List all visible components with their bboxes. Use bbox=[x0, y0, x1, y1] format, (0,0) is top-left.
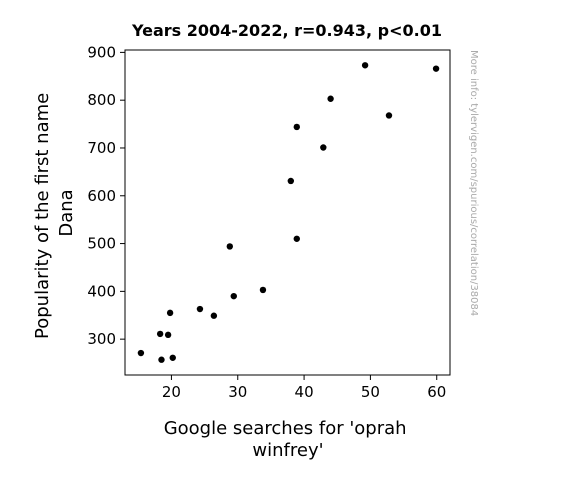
y-tick-label: 900 bbox=[87, 43, 116, 61]
y-tick-label: 400 bbox=[87, 282, 116, 300]
data-point bbox=[320, 144, 327, 151]
y-tick-label: 800 bbox=[87, 91, 116, 109]
data-point bbox=[287, 177, 295, 185]
y-tick-label: 500 bbox=[87, 235, 116, 253]
y-axis-label: Popularity of the first name Dana bbox=[32, 87, 77, 339]
y-axis-ticks: 300 400 500 600 700 800 900 bbox=[87, 43, 125, 348]
data-point bbox=[327, 95, 334, 102]
data-point bbox=[226, 243, 233, 250]
y-tick-label: 300 bbox=[87, 330, 116, 348]
data-point bbox=[166, 309, 174, 317]
y-tick-label: 700 bbox=[87, 139, 116, 157]
y-axis-label-line-1: Popularity of the first name bbox=[32, 93, 53, 339]
data-points bbox=[137, 62, 440, 363]
x-axis-ticks: 20 30 40 50 60 bbox=[162, 375, 446, 401]
data-point bbox=[137, 349, 145, 357]
plot-area-frame bbox=[124, 49, 451, 376]
data-point bbox=[432, 65, 440, 72]
x-axis-label: Google searches for 'oprah winfrey' bbox=[164, 418, 413, 461]
data-point bbox=[293, 235, 300, 242]
data-point bbox=[156, 330, 164, 338]
data-point bbox=[293, 123, 300, 131]
data-point bbox=[158, 356, 165, 363]
x-tick-label: 30 bbox=[228, 383, 247, 401]
y-tick-label: 600 bbox=[87, 187, 116, 205]
data-point bbox=[259, 286, 267, 294]
chart-title: Years 2004-2022, r=0.943, p<0.01 bbox=[131, 21, 442, 40]
data-point bbox=[361, 62, 369, 69]
x-axis-label-line-1: Google searches for 'oprah bbox=[164, 418, 407, 439]
x-tick-label: 50 bbox=[361, 383, 380, 401]
y-axis-label-line-2: Dana bbox=[56, 189, 77, 236]
data-point bbox=[210, 312, 218, 319]
data-point bbox=[385, 112, 393, 119]
data-point bbox=[164, 331, 172, 339]
x-tick-label: 60 bbox=[427, 383, 446, 401]
x-tick-label: 20 bbox=[162, 383, 181, 401]
x-tick-label: 40 bbox=[295, 383, 314, 401]
data-point bbox=[196, 305, 204, 313]
x-axis-label-line-2: winfrey' bbox=[252, 440, 323, 461]
source-watermark: More info: tylervigen.com/spurious/corre… bbox=[468, 50, 479, 316]
data-point bbox=[169, 354, 176, 361]
data-point bbox=[230, 292, 237, 300]
